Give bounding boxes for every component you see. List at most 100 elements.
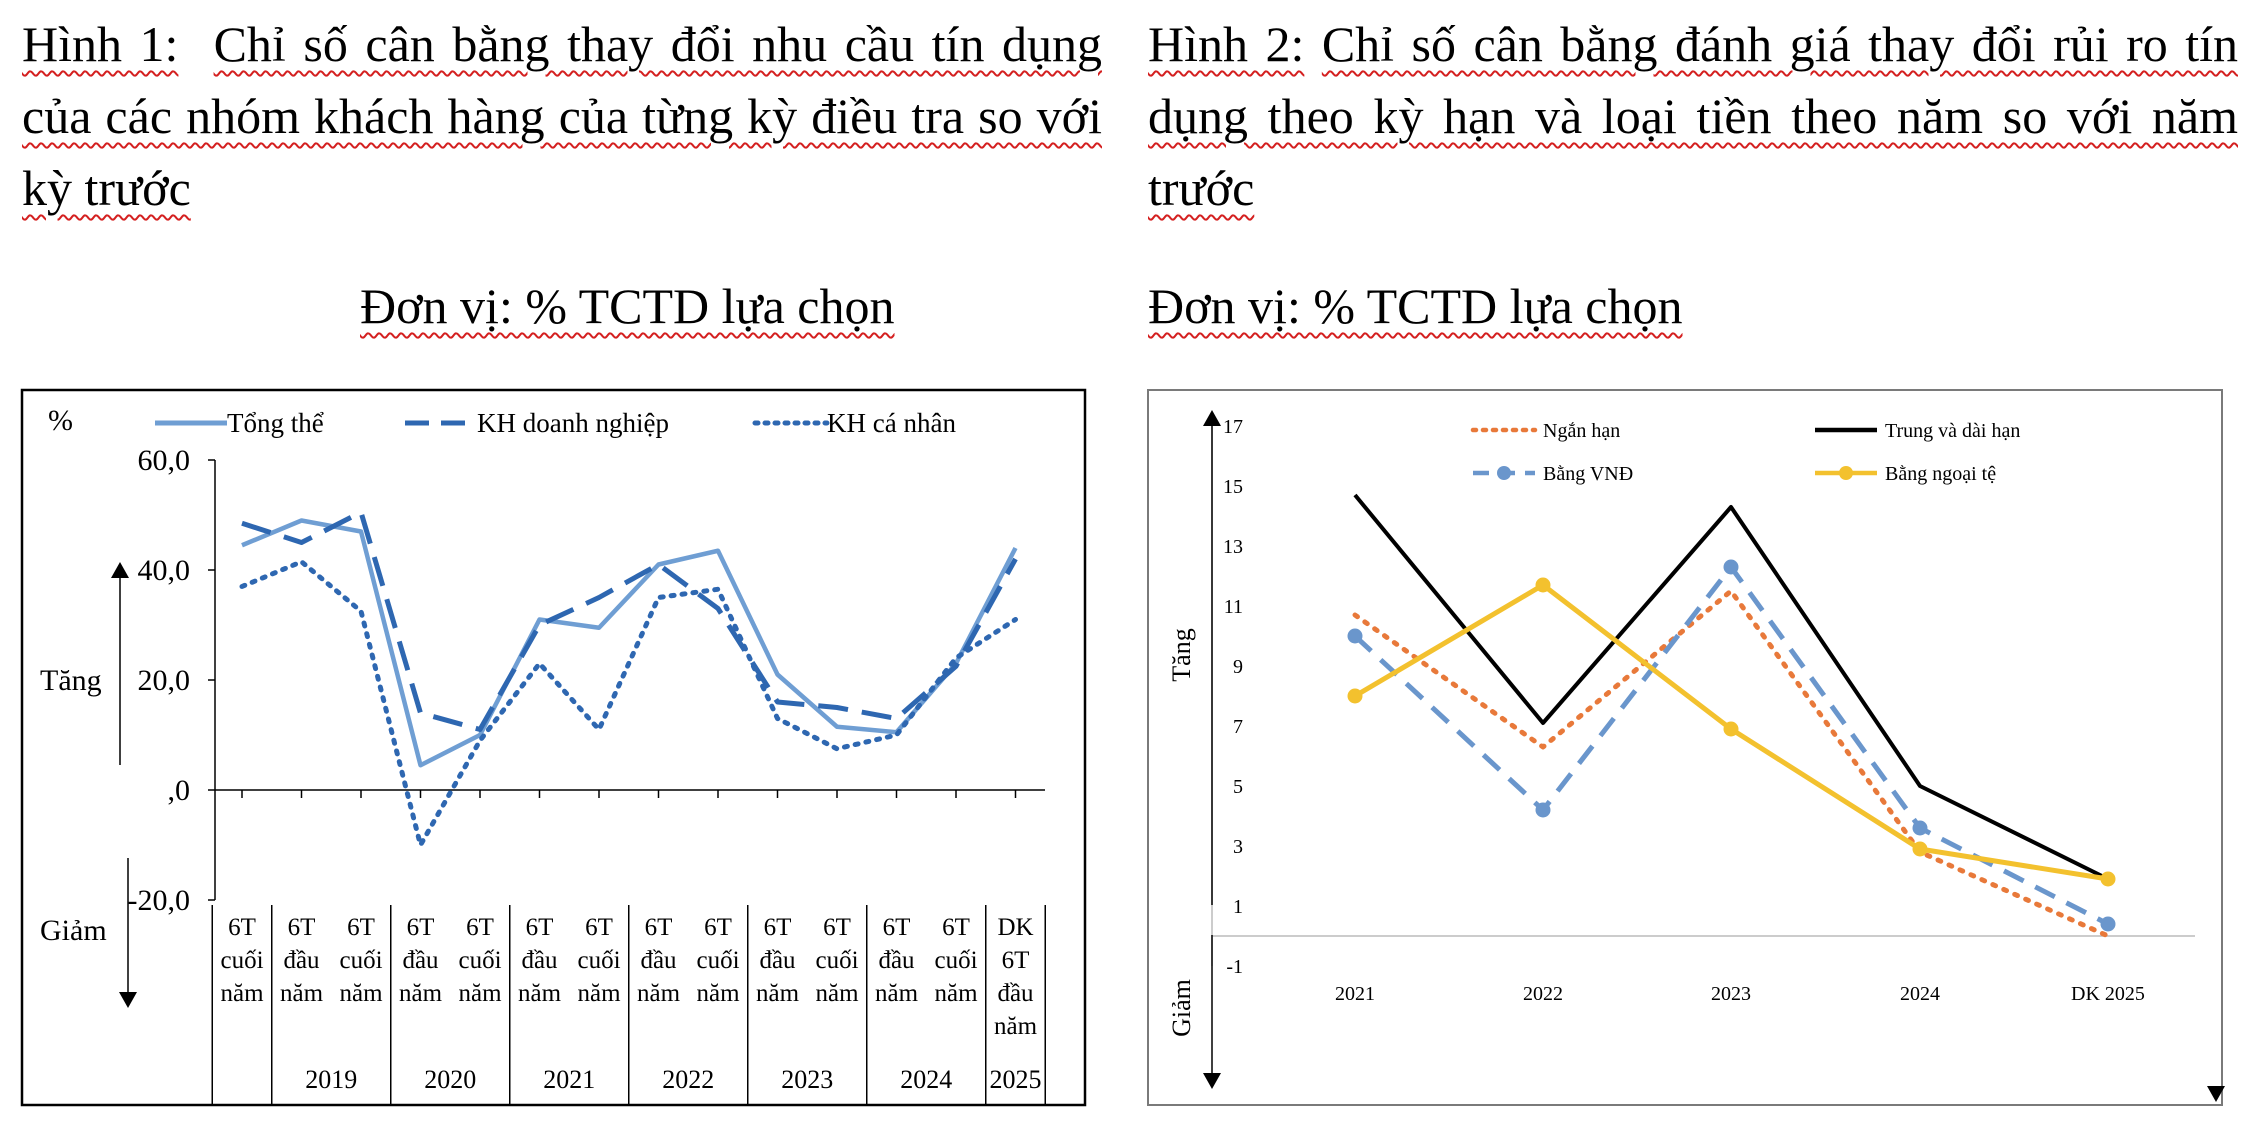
chart1-series-3-line [239, 559, 1018, 848]
chart1-down-label: Giảm [40, 914, 107, 947]
chart1-category-line: năm [994, 1013, 1038, 1040]
figure2-unit: Đơn vị: % TCTD lựa chọn [1148, 278, 1683, 334]
chart1-category-line: cuối [220, 947, 263, 974]
chart1-category-line: 6T [645, 914, 673, 941]
chart1-series-1-line [241, 518, 1018, 768]
chart2-series-3-point [1535, 802, 1551, 818]
chart2-x-tick-label: DK 2025 [2071, 983, 2145, 1005]
chart1-category-line: năm [458, 980, 502, 1007]
chart2-series-3-point [1912, 820, 1928, 836]
chart1-category-label: 6T đầu năm [280, 914, 324, 1007]
chart1-frame [20, 388, 1087, 1107]
chart1-category-label: 6T đầu năm [637, 914, 681, 1007]
chart1-category-line: 6T [585, 914, 613, 941]
chart2-y-tick-label: 9 [1233, 656, 1243, 678]
chart2-up-label: Tăng [1167, 628, 1196, 681]
chart1-y-tick-label: 60,0 [138, 444, 191, 477]
chart1-category-label: 6T cuối năm [815, 914, 859, 1007]
chart2-down-label: Giảm [1167, 979, 1196, 1037]
chart1-category-line: 6T [704, 914, 732, 941]
chart1-category-line: năm [280, 980, 324, 1007]
figure1-caption-text: Chỉ số cân bằng thay đổi nhu cầu tín dụn… [22, 16, 1103, 216]
chart1-category-line: cuối [458, 947, 501, 974]
chart2-y-tick-label: 5 [1233, 776, 1243, 798]
figure1-unit: Đơn vị: % TCTD lựa chọn [360, 278, 895, 334]
chart1-category-label: 6T cuối năm [220, 914, 264, 1007]
chart1-category-label: 6T đầu năm [399, 914, 443, 1007]
chart1-category-line: năm [220, 980, 264, 1007]
chart1-category-line: năm [399, 980, 443, 1007]
chart1-category-line: 6T [1002, 947, 1030, 974]
chart1-year-label: 2023 [781, 1065, 833, 1094]
chart1-category-line: 6T [466, 914, 494, 941]
chart1-category-line: 6T [526, 914, 554, 941]
figure1-caption: Hình 1: Chỉ số cân bằng thay đổi nhu cầu… [22, 8, 1102, 224]
chart2-series-1-line [1352, 588, 2111, 939]
chart1-category-line: đầu [878, 947, 915, 974]
chart1-category-label: 6T cuối năm [934, 914, 978, 1007]
figure2-caption-prefix: Hình 2: [1148, 16, 1305, 72]
chart2-y-tick-label: 3 [1233, 836, 1243, 858]
chart1-category-line: cuối [339, 947, 382, 974]
chart1-legend-label: KH cá nhân [827, 408, 956, 438]
chart1-year-label: 2021 [543, 1065, 595, 1094]
chart2-series-3-point [2100, 916, 2116, 932]
chart1-down-arrowhead [119, 992, 137, 1008]
chart2-y-tick-label: 15 [1223, 476, 1243, 498]
chart1-legend-label: Tổng thể [227, 408, 324, 438]
chart1-category-label: 6T đầu năm [756, 914, 800, 1007]
figure1-caption-prefix: Hình 1: [22, 16, 179, 72]
chart1-legend-label: KH doanh nghiệp [477, 408, 669, 438]
chart1-category-label: 6T cuối năm [577, 914, 621, 1007]
chart1-year-label: 2022 [662, 1065, 714, 1094]
chart1-y-tick-label: 20,0 [138, 664, 191, 697]
chart1-category-line: 6T [764, 914, 792, 941]
chart1-category-line: năm [934, 980, 978, 1007]
chart2-legend-label: Bằng ngoại tệ [1885, 463, 1996, 485]
chart2-series-4-point [1723, 721, 1739, 737]
chart2-y-tick-label: 7 [1233, 716, 1243, 738]
chart1-y-unit-label: % [48, 404, 73, 437]
chart1-category-line: cuối [577, 947, 620, 974]
chart1-category-line: 6T [347, 914, 375, 941]
chart1-category-line: cuối [815, 947, 858, 974]
chart2-series-4-point [1535, 577, 1551, 593]
chart1-category-line: đầu [759, 947, 796, 974]
chart2-series-3-point [1347, 628, 1363, 644]
chart1-year-label: 2020 [424, 1065, 476, 1094]
chart1-category-line: đầu [402, 947, 439, 974]
chart1-category-line: đầu [997, 980, 1034, 1007]
chart1-up-label: Tăng [40, 664, 102, 697]
chart2-y-tick-label: 11 [1224, 596, 1243, 618]
chart1-year-label: 2019 [305, 1065, 357, 1094]
chart2-series-4-point [1347, 688, 1363, 704]
chart1-series-2-line [241, 509, 1018, 732]
chart1-year-label: 2025 [990, 1065, 1042, 1094]
chart2-x-tick-label: 2022 [1523, 983, 1563, 1005]
chart2-legend-label: Trung và dài hạn [1885, 420, 2020, 442]
chart2-y-tick-label: 17 [1223, 416, 1243, 438]
chart1-year-label: 2024 [900, 1065, 952, 1094]
chart1-y-tick-label: ,0 [168, 774, 191, 807]
chart2-down-arrowhead [1203, 1073, 1221, 1089]
chart2-series-3-point [1723, 559, 1739, 575]
chart1-category-line: năm [756, 980, 800, 1007]
chart2-legend-label: Ngắn hạn [1543, 420, 1620, 442]
chart1-y-tick-label: -20,0 [128, 884, 191, 917]
chart1-category-line: năm [577, 980, 621, 1007]
chart2-x-tick-label: 2021 [1335, 983, 1375, 1005]
chart1-category-label: 6T đầu năm [875, 914, 919, 1007]
chart1-category-line: đầu [521, 947, 558, 974]
chart2-legend-marker [1497, 466, 1511, 480]
chart1-category-line: 6T [288, 914, 316, 941]
chart1-category-line: năm [875, 980, 919, 1007]
chart1-category-line: năm [815, 980, 859, 1007]
chart1-category-line: đầu [640, 947, 677, 974]
chart2-series-4-point [1912, 841, 1928, 857]
chart1-category-line: 6T [407, 914, 435, 941]
chart1-category-line: cuối [934, 947, 977, 974]
chart2-legend-marker [1839, 466, 1853, 480]
chart2-x-tick-label: 2023 [1711, 983, 1751, 1005]
